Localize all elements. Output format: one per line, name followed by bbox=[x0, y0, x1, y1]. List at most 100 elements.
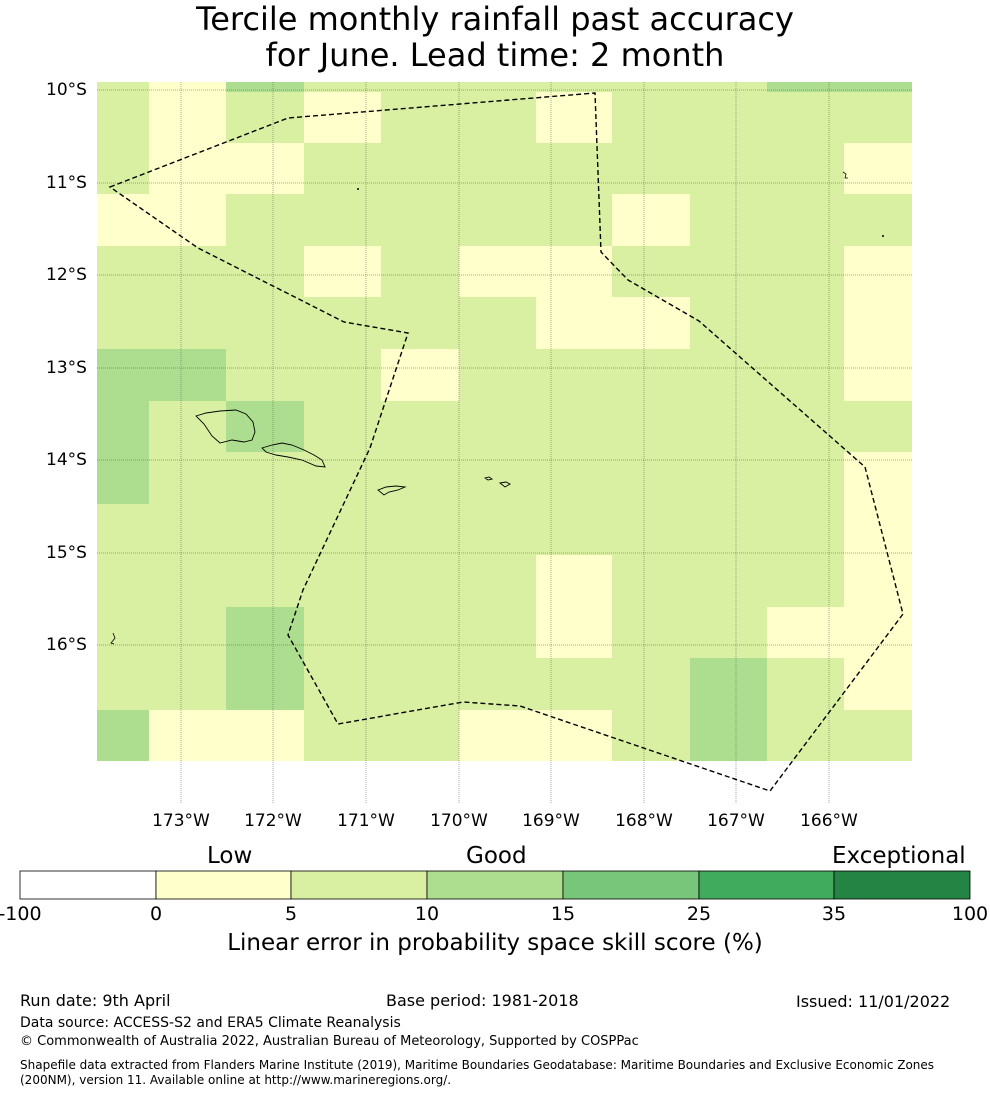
grid-cell bbox=[536, 452, 612, 504]
grid-cell bbox=[226, 194, 304, 246]
grid-cell bbox=[381, 194, 459, 246]
latitude-label: 12°S bbox=[46, 265, 87, 285]
grid-cell bbox=[226, 143, 304, 194]
grid-cell bbox=[459, 658, 536, 710]
grid-cell bbox=[844, 194, 912, 246]
islet bbox=[357, 188, 359, 190]
grid-cell bbox=[459, 401, 536, 452]
longitude-label: 169°W bbox=[522, 811, 580, 831]
grid-cell bbox=[97, 82, 149, 92]
grid-cell bbox=[690, 194, 767, 246]
grid-cell bbox=[304, 607, 381, 658]
data-source: Data source: ACCESS-S2 and ERA5 Climate … bbox=[20, 1015, 401, 1031]
grid-cell bbox=[459, 297, 536, 349]
grid-cell bbox=[612, 401, 690, 452]
latitude-label: 14°S bbox=[46, 450, 87, 470]
grid-cell bbox=[536, 246, 612, 297]
grid-cell bbox=[844, 92, 912, 143]
grid-cell bbox=[226, 452, 304, 504]
grid-cell bbox=[767, 246, 844, 297]
grid-cell bbox=[459, 555, 536, 607]
grid-cell bbox=[381, 607, 459, 658]
grid-cell bbox=[381, 143, 459, 194]
grid-cell bbox=[381, 246, 459, 297]
grid-cell bbox=[612, 607, 690, 658]
longitude-label: 167°W bbox=[707, 811, 765, 831]
grid-cell bbox=[690, 82, 767, 92]
grid-cell bbox=[381, 452, 459, 504]
grid-cell bbox=[844, 246, 912, 297]
grid-cell bbox=[381, 401, 459, 452]
grid-cell bbox=[536, 297, 612, 349]
grid-cell bbox=[690, 349, 767, 401]
grid-cell bbox=[536, 710, 612, 761]
grid-cell bbox=[304, 194, 381, 246]
grid-cell bbox=[536, 82, 612, 92]
grid-cell bbox=[304, 143, 381, 194]
run-date: Run date: 9th April bbox=[20, 991, 171, 1010]
colorbar-tick-label: 100 bbox=[951, 903, 989, 925]
grid-cell bbox=[767, 401, 844, 452]
colorbar-category-low: Low bbox=[207, 843, 253, 869]
grid-cell bbox=[459, 504, 536, 555]
grid-cell bbox=[690, 607, 767, 658]
grid-cell bbox=[149, 452, 226, 504]
grid-cell bbox=[844, 658, 912, 710]
upolu-island bbox=[261, 442, 326, 468]
grid-cell bbox=[97, 607, 149, 658]
grid-cell bbox=[612, 92, 690, 143]
grid-cell bbox=[149, 297, 226, 349]
copyright: © Commonwealth of Australia 2022, Austra… bbox=[20, 1034, 639, 1049]
grid-cell bbox=[226, 297, 304, 349]
grid-cell bbox=[767, 452, 844, 504]
grid-cell bbox=[536, 143, 612, 194]
grid-cell bbox=[459, 710, 536, 761]
grid-cell bbox=[97, 658, 149, 710]
latitude-label: 13°S bbox=[46, 358, 87, 378]
grid-cell bbox=[690, 452, 767, 504]
grid-cell bbox=[97, 452, 149, 504]
colorbar-segment bbox=[698, 870, 835, 900]
grid-cell bbox=[690, 246, 767, 297]
islet bbox=[882, 235, 884, 237]
grid-cell bbox=[690, 143, 767, 194]
colorbar-tick-label: -100 bbox=[0, 903, 42, 925]
grid-cell bbox=[767, 504, 844, 555]
grid-cell bbox=[304, 658, 381, 710]
grid-cell bbox=[612, 143, 690, 194]
manua-islet-1 bbox=[483, 476, 494, 481]
grid-cell bbox=[844, 143, 912, 194]
grid-cell bbox=[97, 349, 149, 401]
grid-cell bbox=[304, 349, 381, 401]
grid-cell bbox=[381, 297, 459, 349]
grid-cell bbox=[690, 92, 767, 143]
grid-cell bbox=[226, 658, 304, 710]
grid-cell bbox=[97, 92, 149, 143]
colorbar-category-good: Good bbox=[466, 843, 527, 869]
colorbar-tick-label: 25 bbox=[686, 903, 712, 925]
colorbar-segment bbox=[426, 870, 564, 900]
grid-cell bbox=[459, 82, 536, 92]
grid-cell bbox=[226, 246, 304, 297]
grid-cell bbox=[612, 297, 690, 349]
grid-cell bbox=[767, 555, 844, 607]
colorbar-tick-label: 35 bbox=[821, 903, 847, 925]
grid-cell bbox=[149, 349, 226, 401]
grid-cell bbox=[226, 555, 304, 607]
grid-cell bbox=[226, 349, 304, 401]
grid-cell bbox=[612, 658, 690, 710]
grid-cell bbox=[97, 297, 149, 349]
grid-cell bbox=[459, 143, 536, 194]
islet bbox=[842, 171, 848, 179]
grid-cell bbox=[381, 710, 459, 761]
grid-cell bbox=[381, 504, 459, 555]
grid-cell bbox=[690, 658, 767, 710]
grid-cell bbox=[149, 246, 226, 297]
grid-cell bbox=[536, 658, 612, 710]
grid-cell bbox=[381, 349, 459, 401]
grid-cell bbox=[767, 82, 844, 92]
grid-cell bbox=[149, 658, 226, 710]
grid-cell bbox=[844, 555, 912, 607]
grid-cell bbox=[226, 504, 304, 555]
